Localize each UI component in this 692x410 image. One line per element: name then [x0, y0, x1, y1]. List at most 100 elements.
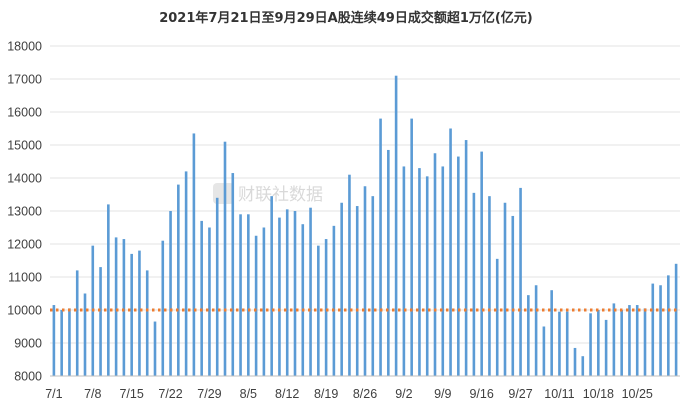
bar — [192, 133, 196, 376]
bar — [558, 311, 561, 376]
y-axis-tick-labels: 8000 9000 10000 11000 12000 13000 14000 15000 16… — [7, 40, 42, 384]
bar — [371, 196, 375, 376]
bar — [635, 305, 639, 376]
y-tick-label: 18000 — [7, 40, 42, 54]
bar — [387, 149, 390, 376]
bar — [597, 310, 600, 376]
bar — [363, 186, 367, 376]
bar — [83, 293, 87, 376]
bar — [52, 305, 56, 376]
bar — [169, 211, 172, 376]
x-axis-tick-labels: 7/1 7/8 7/15 7/22 7/29 8/5 8/12 8/19 8/26 9/2 9/9 9… — [45, 387, 653, 401]
x-tick-label: 9/27 — [508, 387, 532, 401]
bar — [394, 75, 398, 376]
bar — [659, 285, 662, 376]
bar — [177, 184, 180, 376]
y-tick-label: 15000 — [7, 139, 42, 153]
x-tick-label: 9/9 — [434, 387, 451, 401]
bar — [503, 202, 507, 376]
bar — [495, 258, 499, 376]
y-tick-label: 9000 — [14, 337, 42, 351]
bar — [309, 207, 312, 376]
bar — [130, 253, 133, 376]
bar — [153, 321, 157, 376]
x-tick-label: 9/16 — [469, 387, 493, 401]
bar — [418, 168, 421, 376]
bar — [527, 295, 530, 376]
bar — [317, 245, 320, 376]
y-tick-label: 10000 — [7, 304, 42, 318]
bar — [231, 173, 235, 376]
bar — [270, 196, 273, 376]
y-tick-label: 17000 — [7, 73, 42, 87]
bar — [293, 211, 297, 376]
x-tick-label: 8/12 — [275, 387, 299, 401]
bar — [208, 227, 211, 376]
bar — [355, 206, 359, 376]
bar — [425, 176, 429, 376]
x-tick-label: 7/15 — [119, 387, 143, 401]
x-tick-label: 7/29 — [197, 387, 221, 401]
bar — [324, 239, 328, 376]
bar — [667, 275, 670, 376]
bar — [581, 356, 585, 376]
bar — [107, 204, 110, 376]
y-tick-label: 11000 — [8, 271, 42, 285]
bar — [122, 239, 126, 376]
bar — [262, 227, 266, 376]
y-tick-label: 16000 — [7, 106, 42, 120]
bar — [604, 319, 608, 376]
bar — [247, 214, 250, 376]
bar — [75, 270, 79, 376]
bar — [99, 267, 102, 376]
bar — [340, 202, 343, 376]
x-tick-label: 8/5 — [240, 387, 257, 401]
x-tick-label: 10/25 — [622, 387, 653, 401]
bar — [472, 192, 476, 376]
bar — [542, 326, 546, 376]
x-tick-label: 7/8 — [84, 387, 101, 401]
watermark-text: 财联社数据 — [238, 185, 323, 205]
bar — [534, 285, 538, 376]
bar — [480, 151, 483, 376]
bar — [184, 171, 188, 376]
watermark: 财联社数据 — [213, 183, 323, 205]
bar — [511, 215, 515, 376]
chart-title: 2021年7月21日至9月29日A股连续49日成交额超1万亿(亿元) — [159, 10, 533, 26]
bar — [348, 174, 351, 376]
bar — [223, 141, 227, 376]
bar — [550, 290, 553, 376]
bar — [674, 263, 678, 376]
x-tick-label: 10/18 — [583, 387, 614, 401]
bar — [60, 310, 63, 376]
bar — [589, 313, 592, 376]
bar — [402, 166, 406, 376]
bar-series — [52, 75, 678, 376]
bar — [301, 224, 305, 376]
bar — [138, 250, 141, 376]
bar — [278, 217, 281, 376]
y-tick-label: 13000 — [7, 205, 42, 219]
bar — [643, 308, 647, 376]
bar — [464, 140, 468, 376]
x-tick-label: 9/2 — [395, 387, 412, 401]
x-tick-label: 8/26 — [353, 387, 377, 401]
y-tick-label: 8000 — [14, 370, 42, 384]
x-tick-label: 7/1 — [45, 387, 62, 401]
x-tick-label: 8/19 — [314, 387, 338, 401]
bar — [215, 197, 219, 376]
y-tick-label: 12000 — [7, 238, 42, 252]
bar — [239, 214, 242, 376]
bar — [285, 209, 289, 376]
bar — [565, 311, 569, 376]
bar — [449, 128, 452, 376]
y-tick-label: 14000 — [7, 172, 42, 186]
bar — [410, 118, 413, 376]
bar — [254, 235, 258, 376]
bar — [114, 237, 118, 376]
bar — [332, 225, 336, 376]
bar — [161, 240, 165, 376]
bar — [145, 270, 149, 376]
bar — [68, 308, 71, 376]
